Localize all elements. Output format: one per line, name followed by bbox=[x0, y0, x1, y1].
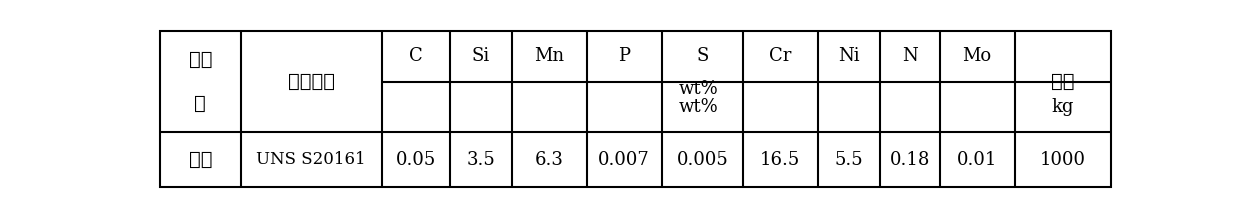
Text: Ni: Ni bbox=[838, 47, 859, 65]
Text: N: N bbox=[901, 47, 918, 65]
Text: 配重: 配重 bbox=[1052, 72, 1075, 91]
Text: Si: Si bbox=[471, 47, 490, 65]
Text: UNS S20161: UNS S20161 bbox=[257, 151, 366, 168]
Text: Mo: Mo bbox=[962, 47, 992, 65]
Text: 0.01: 0.01 bbox=[957, 151, 997, 169]
Text: Cr: Cr bbox=[769, 47, 791, 65]
Text: 0.05: 0.05 bbox=[396, 151, 435, 169]
Text: S: S bbox=[696, 47, 708, 65]
Text: 0.005: 0.005 bbox=[676, 151, 728, 169]
Text: C: C bbox=[409, 47, 423, 65]
Text: 5.5: 5.5 bbox=[835, 151, 863, 169]
Text: wt%: wt% bbox=[678, 98, 718, 116]
Text: Mn: Mn bbox=[534, 47, 564, 65]
Text: 0.18: 0.18 bbox=[889, 151, 930, 169]
Text: 实施: 实施 bbox=[188, 150, 212, 169]
Text: 合金牌号: 合金牌号 bbox=[288, 72, 335, 91]
Text: 1000: 1000 bbox=[1040, 151, 1086, 169]
Text: wt%: wt% bbox=[678, 80, 718, 98]
Text: 6.3: 6.3 bbox=[534, 151, 563, 169]
Text: P: P bbox=[619, 47, 630, 65]
Text: 实施

例: 实施 例 bbox=[188, 50, 212, 113]
Text: 0.007: 0.007 bbox=[598, 151, 650, 169]
Text: 16.5: 16.5 bbox=[760, 151, 801, 169]
Text: kg: kg bbox=[1052, 98, 1074, 116]
Text: 3.5: 3.5 bbox=[466, 151, 495, 169]
